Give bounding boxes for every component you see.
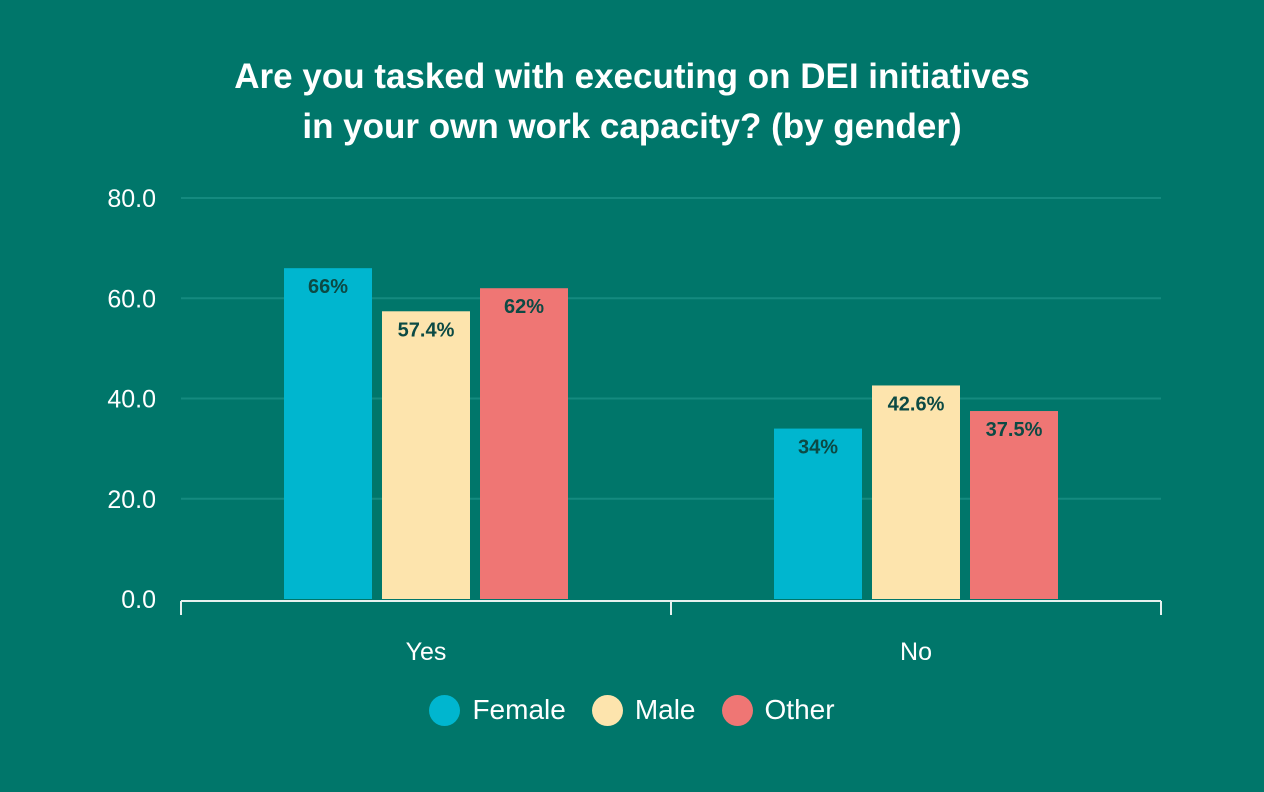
bar xyxy=(284,268,372,599)
chart-legend: Female Male Other xyxy=(0,694,1264,726)
x-tick-label: Yes xyxy=(406,638,447,666)
bar xyxy=(382,311,470,599)
bar xyxy=(970,411,1058,599)
data-label: 62% xyxy=(504,296,544,318)
bar xyxy=(774,428,862,599)
chart-title: Are you tasked with executing on DEI ini… xyxy=(0,52,1264,152)
legend-swatch-male xyxy=(591,694,623,726)
legend-label-female: Female xyxy=(472,694,566,725)
y-tick-label: 80.0 xyxy=(107,185,156,213)
x-tick-label: No xyxy=(900,638,932,666)
y-tick-label: 60.0 xyxy=(107,285,156,313)
bar xyxy=(872,385,960,599)
y-tick-label: 40.0 xyxy=(107,386,156,414)
legend-item-other: Other xyxy=(721,694,835,726)
legend-swatch-female xyxy=(429,694,461,726)
data-label: 37.5% xyxy=(986,419,1043,441)
data-label: 34% xyxy=(798,437,838,459)
bar xyxy=(480,288,568,599)
data-label: 57.4% xyxy=(398,319,455,341)
legend-label-other: Other xyxy=(764,694,835,725)
chart-title-line-1: Are you tasked with executing on DEI ini… xyxy=(234,57,1030,96)
y-tick-label: 20.0 xyxy=(107,486,156,514)
data-label: 42.6% xyxy=(888,393,945,415)
legend-item-female: Female xyxy=(429,694,566,726)
legend-swatch-other xyxy=(721,694,753,726)
legend-label-male: Male xyxy=(634,694,696,725)
chart-title-line-2: in your own work capacity? (by gender) xyxy=(302,107,962,146)
legend-item-male: Male xyxy=(591,694,696,726)
y-tick-label: 0.0 xyxy=(121,586,156,614)
data-label: 66% xyxy=(308,276,348,298)
